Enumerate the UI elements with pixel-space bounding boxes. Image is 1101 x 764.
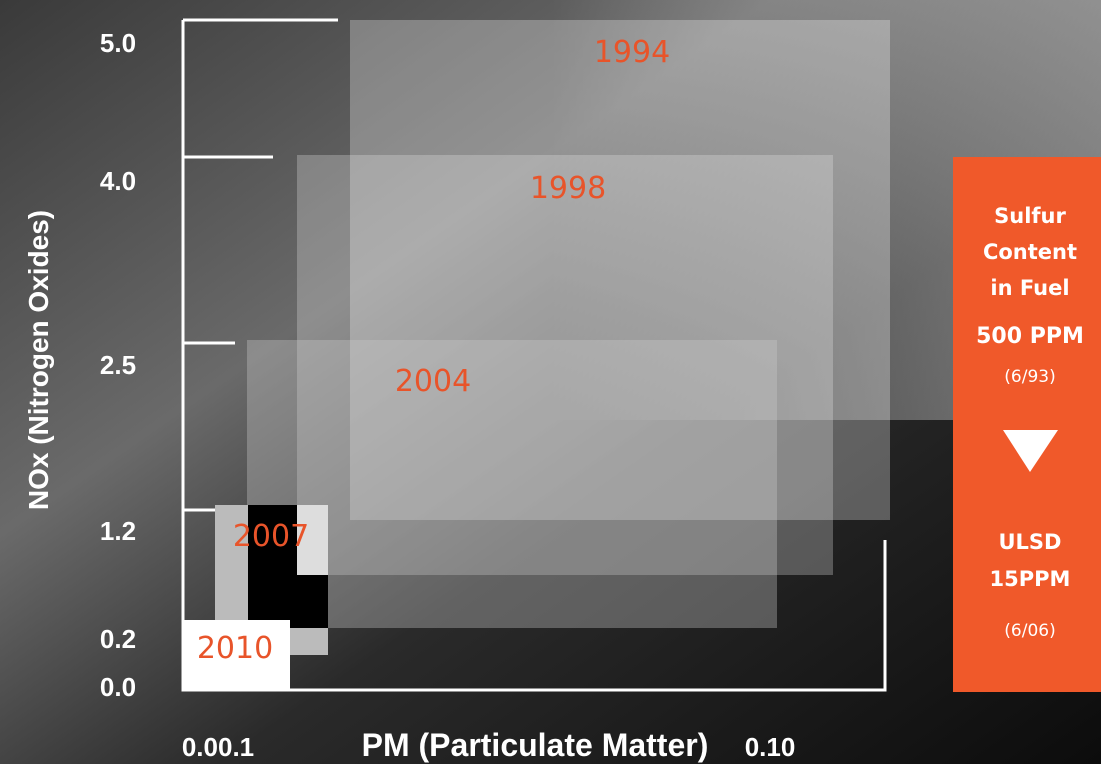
year-label: 1994 <box>594 35 670 70</box>
x-tick-label: 0.00.1 <box>182 732 254 762</box>
y-tick-label: 0.0 <box>100 672 136 702</box>
x-axis-title: PM (Particulate Matter) <box>362 727 709 763</box>
year-label: 1998 <box>530 171 606 206</box>
panel-text: ULSD <box>999 530 1062 554</box>
y-tick-label: 1.2 <box>100 516 136 546</box>
y-axis-title: NOx (Nitrogen Oxides) <box>23 210 54 510</box>
panel-text: (6/93) <box>1004 367 1055 387</box>
panel-text: 15PPM <box>990 567 1071 591</box>
y-tick-label: 0.2 <box>100 624 136 654</box>
y-tick-label: 5.0 <box>100 28 136 58</box>
panel-text: 500 PPM <box>976 324 1084 349</box>
year-label: 2007 <box>233 519 309 554</box>
panel-text: in Fuel <box>990 276 1069 300</box>
panel-text: Content <box>983 240 1077 264</box>
year-label: 2010 <box>197 631 273 666</box>
year-label: 2004 <box>395 364 471 399</box>
fuel-panel <box>953 157 1101 692</box>
page: NOx (Nitrogen Oxides) 5.0 4.0 2.5 1.2 0.… <box>0 0 1101 764</box>
panel-text: (6/06) <box>1004 621 1055 641</box>
panel-text: Sulfur <box>994 204 1066 228</box>
y-tick-label: 4.0 <box>100 166 136 196</box>
x-tick-label: 0.10 <box>745 732 796 762</box>
y-tick-label: 2.5 <box>100 350 136 380</box>
chart: NOx (Nitrogen Oxides) 5.0 4.0 2.5 1.2 0.… <box>0 0 1101 764</box>
